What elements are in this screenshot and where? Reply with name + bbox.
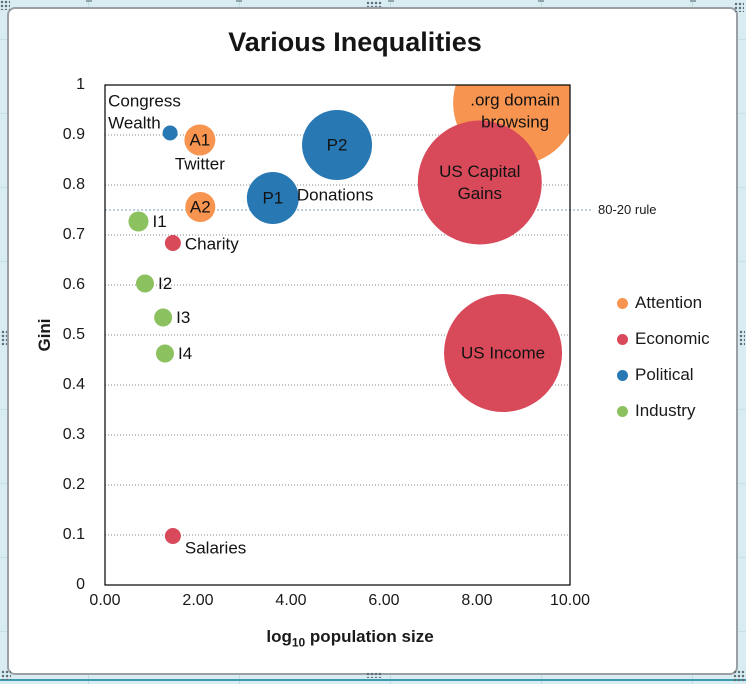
chart-inner: Various Inequalities A1 Twitter A2 .org dom… <box>7 7 738 675</box>
x-tick-label: 8.00 <box>461 592 493 609</box>
bubble-congress-wealth[interactable] <box>162 125 178 141</box>
bubble-salaries[interactable] <box>164 528 181 544</box>
bubble-i3[interactable] <box>154 308 173 327</box>
sheet-column-tick <box>388 0 394 2</box>
point-label: Charity <box>185 235 239 254</box>
chart-resize-handle-top-center[interactable] <box>366 1 382 7</box>
point-label: Congress Wealth <box>108 92 181 133</box>
chart-resize-handle-top-left[interactable] <box>0 0 10 10</box>
point-label: A2 <box>190 198 211 217</box>
plot-canvas[interactable]: A1 Twitter A2 .org domain browsing US Capital… <box>7 7 738 675</box>
point-label: I4 <box>178 344 192 363</box>
legend-label: Economic <box>635 329 710 348</box>
legend-label: Industry <box>635 401 696 420</box>
x-tick-label: 0.00 <box>89 592 121 609</box>
x-tick-label: 2.00 <box>182 592 214 609</box>
y-tick-label: 0.6 <box>62 276 85 293</box>
y-tick-label: 0.3 <box>62 426 85 443</box>
point-label: A1 <box>189 131 210 150</box>
legend-item-political[interactable]: Political <box>617 365 710 385</box>
point-label: I1 <box>152 212 166 231</box>
x-tick-label: 6.00 <box>368 592 400 609</box>
y-tick-label: 0.2 <box>62 476 85 493</box>
legend-label: Attention <box>635 293 703 312</box>
legend-item-attention[interactable]: Attention <box>617 293 710 313</box>
annotation-80-20-label: 80-20 rule <box>598 202 657 217</box>
x-axis-title-sub: 10 <box>291 635 306 650</box>
point-label: US Capital Gains <box>439 162 520 203</box>
x-axis-title: log10 population size <box>200 627 500 649</box>
bubble-us-income[interactable] <box>444 294 563 412</box>
x-tick-label: 4.00 <box>275 592 307 609</box>
y-tick-label: 0.5 <box>62 326 85 343</box>
chart-resize-handle-middle-right[interactable] <box>739 330 745 346</box>
chart-resize-handle-top-right[interactable] <box>734 2 744 12</box>
bubble-us-capital-gains[interactable] <box>417 120 542 245</box>
y-tick-label: 0.7 <box>62 226 85 243</box>
bubble-a2[interactable] <box>185 192 216 222</box>
sheet-column-tick <box>86 0 92 2</box>
chart-resize-handle-bottom-center[interactable] <box>366 672 382 678</box>
point-label: P1 <box>262 189 283 208</box>
legend-bullet-icon <box>617 333 628 345</box>
point-label: US Income <box>461 344 545 363</box>
legend-bullet-icon <box>617 405 628 417</box>
x-tick-label: 10.00 <box>549 592 591 609</box>
chart-area[interactable]: Various Inequalities A1 Twitter A2 .org dom… <box>7 7 738 675</box>
bubble-a1-twitter[interactable] <box>184 124 216 156</box>
y-tick-label: 0.4 <box>62 376 85 393</box>
bubble-charity[interactable] <box>164 235 181 251</box>
bubble-i2[interactable] <box>135 274 154 293</box>
y-tick-label: 0.9 <box>62 126 85 143</box>
sheet-column-tick <box>236 0 242 2</box>
point-label: .org domain browsing <box>470 91 560 132</box>
bubble-i4[interactable] <box>155 344 174 363</box>
point-label: P2 <box>327 136 348 155</box>
y-tick-label: 1 <box>76 76 85 93</box>
legend-item-economic[interactable]: Economic <box>617 329 710 349</box>
chart-title: Various Inequalities <box>228 27 482 57</box>
legend: Attention Economic Political Industry <box>617 293 710 421</box>
bubble-p2[interactable] <box>302 110 373 180</box>
y-axis-title: Gini <box>35 318 54 352</box>
legend-item-industry[interactable]: Industry <box>617 401 710 421</box>
sheet-column-tick <box>538 0 544 2</box>
bubble-layer <box>128 85 570 544</box>
point-label: I2 <box>158 274 172 293</box>
point-label: Donations <box>297 186 374 205</box>
x-axis-title-pre: log <box>266 627 292 646</box>
legend-bullet-icon <box>617 297 628 309</box>
bubble-i1[interactable] <box>128 211 149 232</box>
point-label: Twitter <box>175 155 225 174</box>
point-label: I3 <box>176 308 190 327</box>
sheet-column-tick <box>690 0 696 2</box>
y-tick-label: 0.1 <box>62 526 85 543</box>
legend-label: Political <box>635 365 694 384</box>
legend-bullet-icon <box>617 369 628 381</box>
chart-resize-handle-bottom-right[interactable] <box>733 670 745 682</box>
sheet-bottom-rule <box>0 679 746 681</box>
x-axis-title-post: population size <box>305 627 434 646</box>
bubble-p1-donations[interactable] <box>246 172 299 224</box>
chart-resize-handle-bottom-left[interactable] <box>1 670 11 680</box>
y-tick-label: 0.8 <box>62 176 85 193</box>
chart-resize-handle-middle-left[interactable] <box>1 330 7 346</box>
plot-border <box>104 84 571 586</box>
point-label: Salaries <box>185 539 246 558</box>
y-tick-label: 0 <box>76 576 85 593</box>
